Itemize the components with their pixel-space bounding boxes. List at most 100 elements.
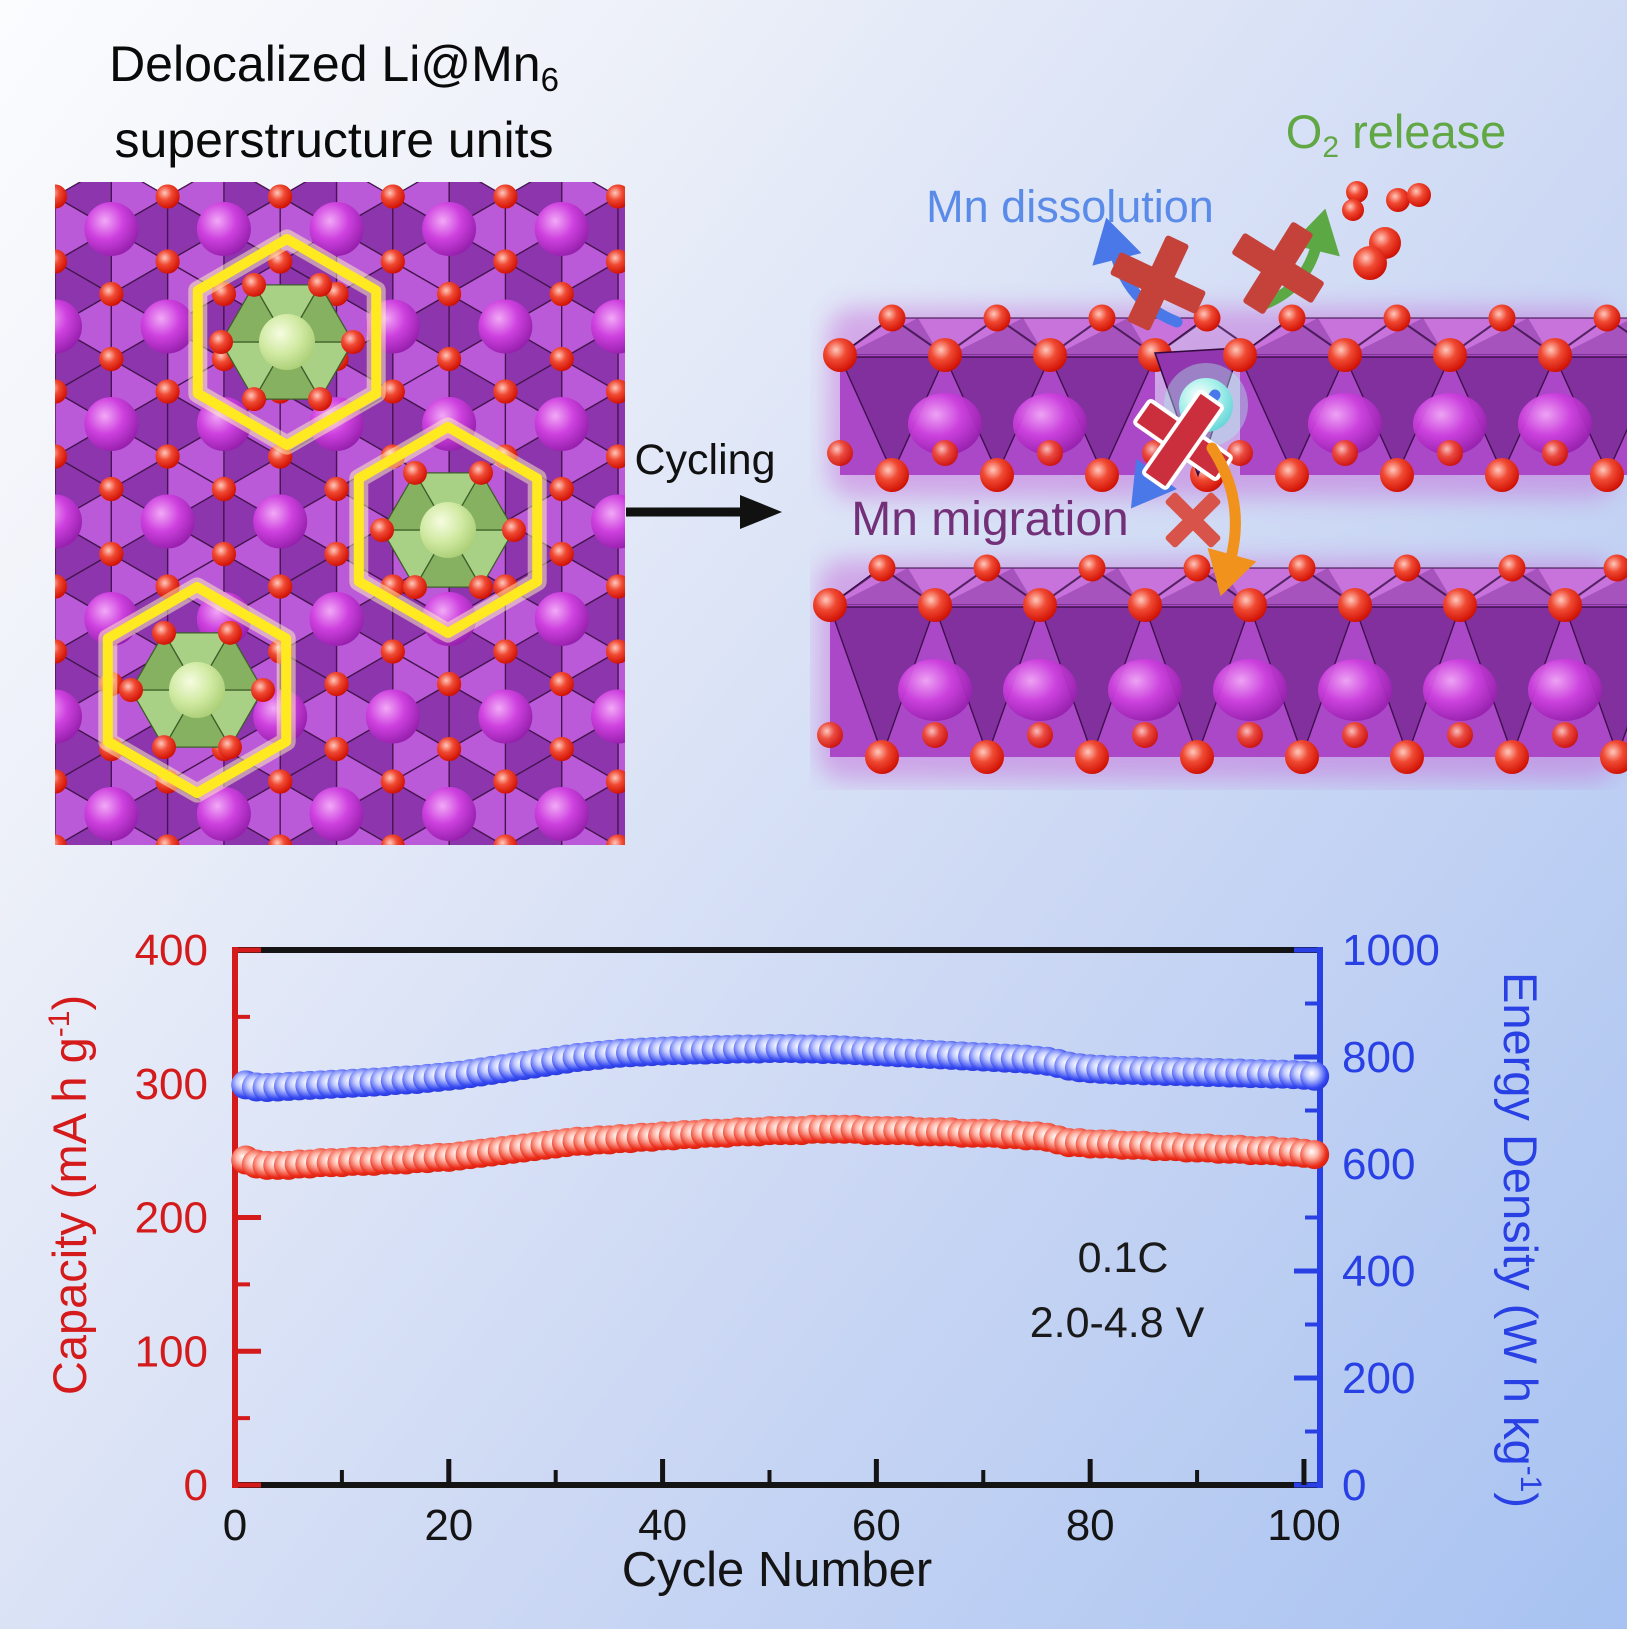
y-right-tick-label: 600	[1342, 1140, 1415, 1189]
sphere	[84, 397, 139, 451]
sphere	[591, 689, 625, 744]
o2-label-o: O	[1285, 105, 1323, 158]
sphere	[1593, 304, 1621, 332]
sphere	[534, 592, 589, 646]
voltage-annotation: 2.0-4.8 V	[1030, 1299, 1205, 1347]
sphere	[308, 272, 332, 297]
sphere	[1285, 740, 1319, 774]
o2-molecules	[1342, 181, 1431, 280]
sphere	[1383, 304, 1411, 332]
figure-title: Delocalized Li@Mn6 superstructure units	[60, 34, 608, 171]
sphere	[152, 620, 176, 645]
y-right-tick-label: 1000	[1342, 926, 1440, 975]
sphere	[606, 834, 625, 845]
sphere	[84, 202, 139, 256]
sphere	[324, 477, 349, 501]
sphere	[606, 249, 625, 274]
sphere	[437, 347, 462, 371]
sphere	[606, 639, 625, 664]
o2-label-subscript: 2	[1322, 131, 1340, 164]
cycling-label: Cycling	[634, 436, 776, 484]
sphere	[478, 689, 533, 744]
sphere	[152, 735, 176, 760]
sphere	[169, 662, 225, 718]
sphere	[493, 379, 518, 404]
sphere	[878, 304, 906, 332]
sphere	[1590, 458, 1624, 492]
sphere	[1495, 740, 1529, 774]
sphere	[549, 737, 574, 761]
sphere	[403, 460, 427, 485]
sphere	[211, 542, 236, 566]
y-right-tick-label: 200	[1342, 1354, 1415, 1403]
rate-annotation: 0.1C	[1078, 1234, 1169, 1282]
sphere	[549, 347, 574, 371]
sphere	[259, 314, 315, 370]
x-tick-label: 40	[638, 1501, 687, 1550]
sphere	[309, 787, 364, 841]
sphere	[823, 338, 857, 372]
sphere	[437, 282, 462, 306]
sphere	[1393, 554, 1421, 582]
sphere	[1275, 458, 1309, 492]
o2-release-label: O2 release	[1240, 104, 1552, 165]
sphere	[55, 249, 67, 274]
sphere	[493, 769, 518, 794]
sphere	[932, 440, 958, 466]
sphere	[1447, 722, 1473, 748]
sphere	[549, 672, 574, 696]
sphere	[1342, 722, 1368, 748]
sphere	[437, 672, 462, 696]
sphere	[1380, 458, 1414, 492]
sphere	[493, 834, 518, 845]
sphere	[209, 330, 233, 354]
sphere	[549, 282, 574, 306]
sphere	[493, 639, 518, 664]
sphere	[324, 737, 349, 761]
sphere	[1488, 304, 1516, 332]
y-axis-title-right: Energy Density (W h kg-1)	[1494, 972, 1547, 1508]
upper-slab	[823, 304, 1627, 492]
sphere	[380, 184, 405, 209]
mn-dissolution-label: Mn dissolution	[926, 181, 1214, 232]
sphere	[55, 769, 68, 794]
sphere	[196, 787, 251, 841]
y-right-tick-label: 0	[1342, 1461, 1366, 1510]
sphere	[1128, 588, 1162, 622]
title-text: Delocalized Li@Mn	[109, 36, 541, 92]
sphere	[196, 202, 251, 256]
sphere	[1390, 740, 1424, 774]
sphere	[370, 518, 394, 542]
sphere	[970, 740, 1004, 774]
sphere	[493, 184, 518, 209]
sphere	[1037, 440, 1063, 466]
sphere	[268, 574, 293, 599]
title-subscript: 6	[540, 61, 559, 98]
superstructure-lattice-figure	[55, 182, 625, 845]
y-right-title-text: Energy Density (W h kg	[1494, 972, 1547, 1466]
sphere	[99, 282, 124, 306]
y-left-tick-label: 0	[184, 1461, 208, 1510]
sphere	[1183, 554, 1211, 582]
sphere	[140, 494, 195, 549]
sphere	[983, 304, 1011, 332]
sphere	[1552, 722, 1578, 748]
x-tick-label: 0	[223, 1501, 247, 1550]
sphere	[1443, 588, 1477, 622]
sphere	[1407, 183, 1431, 207]
sphere	[251, 678, 275, 702]
y-right-title-close: )	[1494, 1492, 1547, 1508]
sphere	[324, 672, 349, 696]
sphere	[1332, 440, 1358, 466]
sphere	[380, 639, 405, 664]
blocked-cross-icon	[1110, 235, 1206, 331]
sphere	[478, 299, 533, 354]
figure-title-line2: superstructure units	[114, 112, 554, 168]
sphere	[253, 494, 308, 549]
x-tick-label: 60	[852, 1501, 901, 1550]
sphere	[534, 397, 589, 451]
y-left-tick-label: 300	[135, 1060, 208, 1109]
sphere	[218, 620, 242, 645]
